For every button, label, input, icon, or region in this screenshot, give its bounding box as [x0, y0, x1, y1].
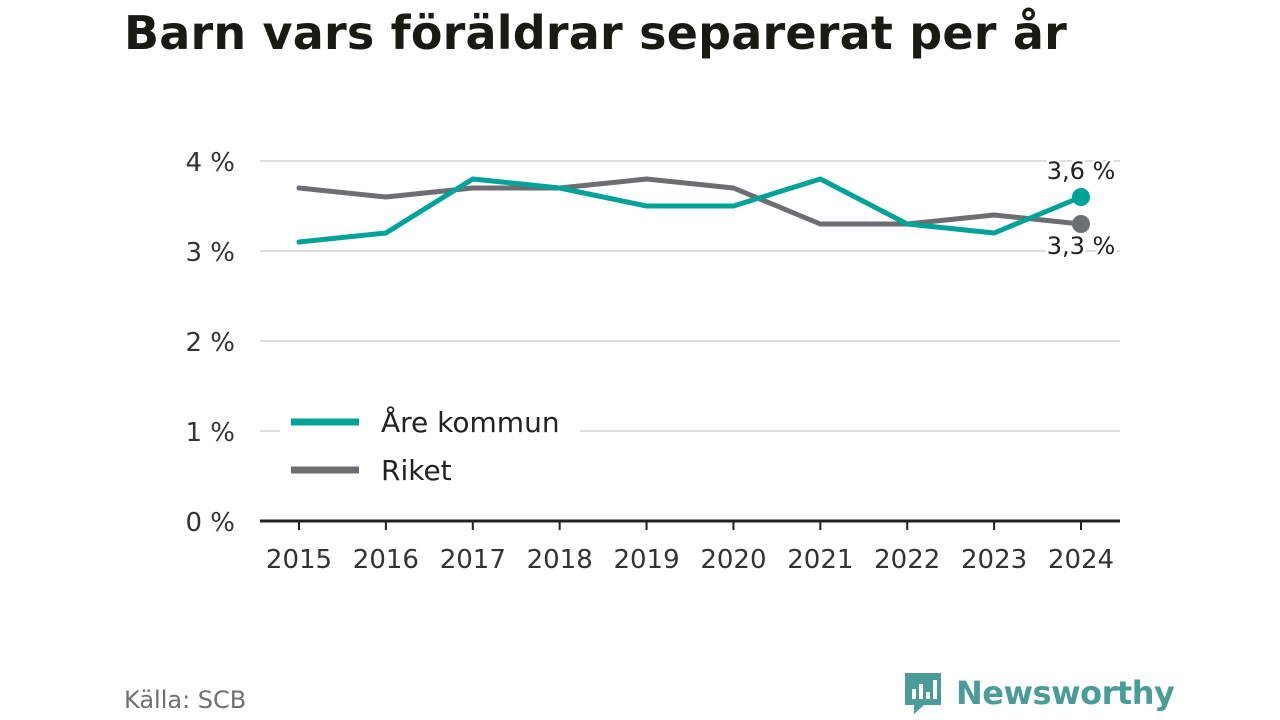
- grid-lines: [260, 160, 1120, 432]
- x-tick-label: 2024: [1048, 545, 1114, 575]
- brand-name: Newsworthy: [956, 674, 1175, 712]
- series-lines: [296, 176, 1090, 245]
- end-marker: [1072, 188, 1090, 206]
- series-line: [296, 176, 1084, 245]
- chart-title: Barn vars föräldrar separerat per år: [124, 6, 1068, 60]
- x-axis: 2015 2016 2017 2018 2019 2020 2021 2022 2023 2024: [260, 519, 1120, 575]
- series-line: [296, 176, 1084, 227]
- y-axis-ticks: 0 % 1 % 2 % 3 % 4 %: [185, 148, 235, 538]
- x-tick-label: 2017: [440, 545, 506, 575]
- end-marker: [1072, 215, 1090, 233]
- y-tick-label: 2 %: [185, 328, 235, 358]
- newsworthy-logo-icon: [905, 673, 941, 714]
- x-tick-label: 2018: [527, 545, 593, 575]
- x-tick-label: 2016: [353, 545, 419, 575]
- end-labels: 3,6 % 3,3 %: [1044, 155, 1118, 263]
- legend-background: [280, 398, 580, 493]
- y-tick-label: 3 %: [185, 238, 235, 268]
- x-tick-label: 2015: [266, 545, 332, 575]
- legend: Åre kommun Riket: [280, 398, 580, 493]
- brand-logo: Newsworthy: [902, 670, 1175, 716]
- legend-label: Åre kommun: [381, 405, 560, 439]
- x-tick-label: 2020: [700, 545, 766, 575]
- end-label: 3,3 %: [1047, 232, 1116, 260]
- y-tick-label: 0 %: [185, 508, 235, 538]
- source-note: Källa: SCB: [124, 686, 247, 714]
- y-tick-label: 1 %: [185, 418, 235, 448]
- x-tick-label: 2019: [613, 545, 679, 575]
- legend-label: Riket: [381, 454, 452, 487]
- x-tick-label: 2023: [961, 545, 1027, 575]
- end-label: 3,6 %: [1047, 157, 1116, 185]
- x-tick-label: 2021: [787, 545, 853, 575]
- y-tick-label: 4 %: [185, 148, 235, 178]
- x-tick-label: 2022: [874, 545, 940, 575]
